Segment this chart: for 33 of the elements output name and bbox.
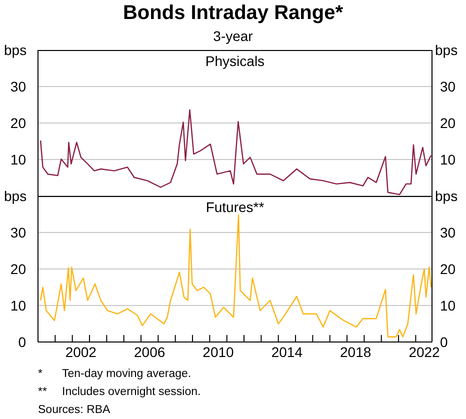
y-axis-title: bps xyxy=(4,188,27,204)
y2-axis-title: bps xyxy=(435,42,458,58)
y-tick-label: 10 xyxy=(10,151,26,168)
chart-title: Futures** xyxy=(204,199,266,215)
x-tick-label: 2010 xyxy=(202,344,234,360)
text: ** Includes overnight session. xyxy=(38,386,201,398)
x-tick-label: 2022 xyxy=(408,344,440,360)
y2-tick-label: 20 xyxy=(440,114,456,131)
x-tick-label: 2014 xyxy=(271,344,303,360)
y-tick-label: 30 xyxy=(10,78,26,94)
annotation: Physicals xyxy=(204,53,266,69)
y2-tick-label: 10 xyxy=(440,297,456,314)
source-note: Sources: RBA xyxy=(38,404,110,416)
y2-tick-label: 30 xyxy=(440,224,456,240)
x-tick-label: 2002 xyxy=(65,344,97,360)
chart-subtitle: 3-year xyxy=(213,28,253,44)
chart-title: Bonds Intraday Range* xyxy=(122,2,344,25)
y-axis-title: bps xyxy=(4,42,27,58)
line-series xyxy=(40,109,432,196)
line-series xyxy=(40,214,432,338)
y2-tick-label: 0 xyxy=(440,334,448,350)
y-tick-label: 30 xyxy=(10,224,26,240)
text: * Ten-day moving average. xyxy=(38,368,192,380)
y-tick-label: 0 xyxy=(18,334,26,350)
y-tick-label: 20 xyxy=(10,114,26,131)
x-tick-label: 2018 xyxy=(340,344,372,360)
x-tick-label: 2006 xyxy=(134,344,166,360)
y2-tick-label: 10 xyxy=(440,151,456,168)
y2-axis-title: bps xyxy=(435,188,458,204)
y2-tick-label: 30 xyxy=(440,78,456,94)
y-tick-label: 10 xyxy=(10,297,26,314)
y-tick-label: 20 xyxy=(10,260,26,277)
y2-tick-label: 20 xyxy=(440,260,456,277)
